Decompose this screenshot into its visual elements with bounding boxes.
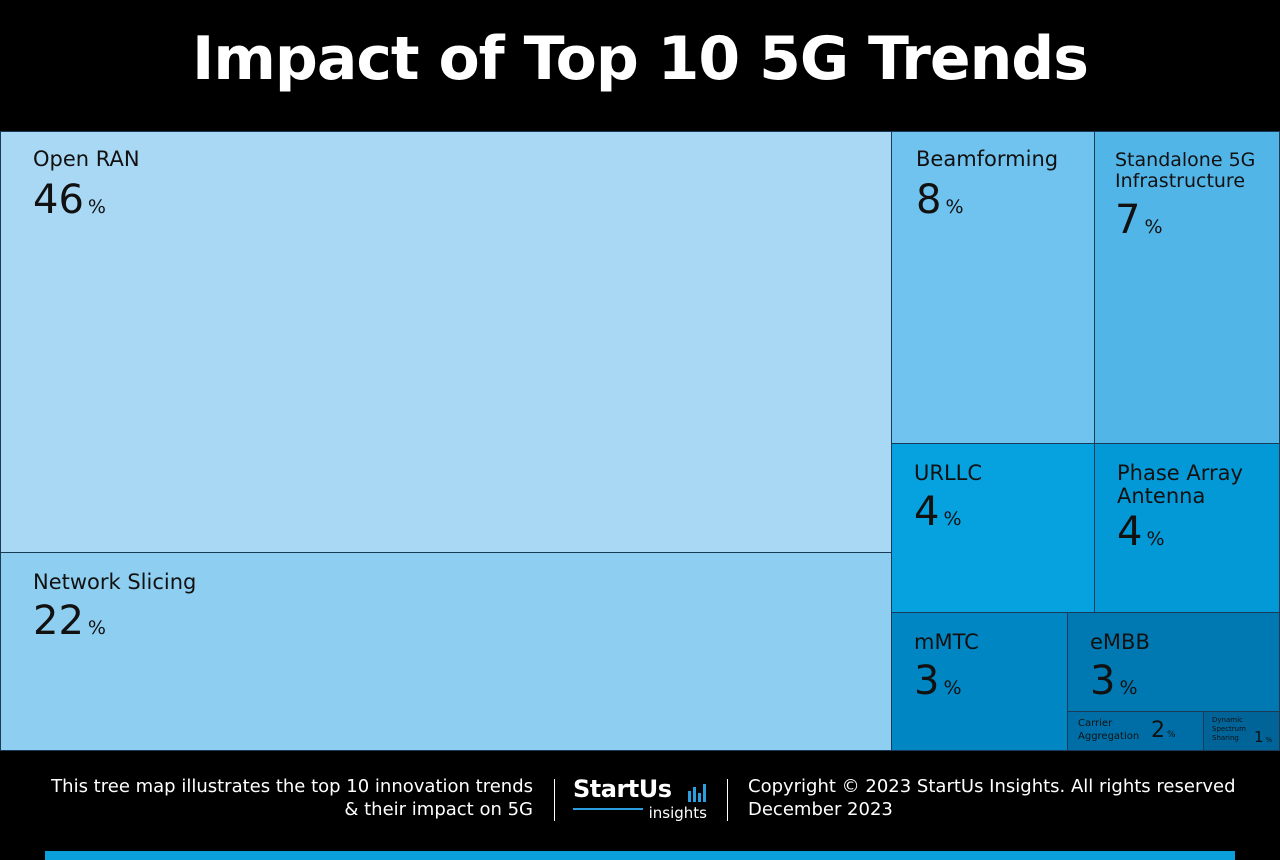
treemap-tile-phase-array-antenna: Phase Array Antenna 4%	[1094, 443, 1280, 613]
tile-value-number: 46	[33, 177, 84, 223]
footer-copyright-block: Copyright © 2023 StartUs Insights. All r…	[748, 775, 1268, 821]
date-text: December 2023	[748, 799, 893, 820]
tile-value: 46%	[33, 180, 106, 220]
tile-value: 1%	[1254, 729, 1272, 745]
tile-value-unit: %	[943, 508, 962, 530]
tile-label: mMTC	[914, 630, 979, 654]
tile-value: 4%	[914, 492, 962, 532]
tile-value: 2%	[1151, 720, 1176, 742]
tile-value: 7%	[1115, 200, 1163, 240]
tile-value-number: 22	[33, 598, 84, 644]
bar-chart-icon	[688, 784, 706, 802]
tile-value: 3%	[914, 661, 962, 701]
bottom-accent-bar	[45, 851, 1235, 860]
startus-insights-logo: StartUs insights	[573, 775, 713, 825]
treemap-tile-standalone-5g-infrastructure: Standalone 5G Infrastructure 7%	[1094, 131, 1280, 444]
treemap: Open RAN 46% Network Slicing 22% Beamforming…	[0, 131, 1280, 751]
footer-divider-left	[554, 779, 555, 821]
tile-value: 22%	[33, 601, 106, 641]
treemap-tile-beamforming: Beamforming 8%	[891, 131, 1095, 444]
tile-value-unit: %	[1146, 528, 1165, 550]
tile-label: Beamforming	[916, 147, 1059, 171]
tile-value: 4%	[1117, 512, 1165, 552]
tile-value-number: 1	[1254, 728, 1264, 746]
tile-label: Dynamic Spectrum Sharing	[1212, 716, 1246, 742]
tile-label: Open RAN	[33, 147, 140, 171]
tile-value-number: 3	[1090, 658, 1116, 704]
footer-description-line1: This tree map illustrates the top 10 inn…	[51, 776, 533, 797]
treemap-tile-network-slicing: Network Slicing 22%	[0, 552, 892, 751]
tile-value-number: 7	[1115, 197, 1141, 243]
logo-wordmark: StartUs	[573, 775, 672, 803]
footer: This tree map illustrates the top 10 inn…	[0, 751, 1280, 860]
tile-label: eMBB	[1090, 630, 1150, 654]
tile-label: Network Slicing	[33, 570, 197, 594]
treemap-tile-carrier-aggregation: Carrier Aggregation 2%	[1067, 711, 1204, 751]
treemap-tile-embb: eMBB 3%	[1067, 612, 1280, 712]
tile-value-unit: %	[943, 677, 962, 699]
tile-value-number: 3	[914, 658, 940, 704]
footer-description-line2: & their impact on 5G	[344, 799, 533, 820]
footer-description: This tree map illustrates the top 10 inn…	[13, 775, 533, 821]
tile-value-unit: %	[1167, 730, 1176, 740]
tile-value: 3%	[1090, 661, 1138, 701]
tile-value-unit: %	[1265, 736, 1273, 744]
copyright-text: Copyright © 2023 StartUs Insights. All r…	[748, 776, 1236, 797]
tile-value: 8%	[916, 180, 964, 220]
tile-value-number: 8	[916, 177, 942, 223]
logo-underline	[573, 808, 643, 810]
tile-value-unit: %	[87, 196, 106, 218]
tile-value-number: 4	[914, 489, 940, 535]
footer-divider-right	[727, 779, 728, 821]
treemap-tile-urllc: URLLC 4%	[891, 443, 1095, 613]
logo-subtitle: insights	[648, 804, 707, 822]
tile-label: URLLC	[914, 461, 983, 485]
tile-label: Phase Array Antenna	[1117, 461, 1243, 509]
treemap-tile-open-ran: Open RAN 46%	[0, 131, 892, 553]
tile-value-number: 2	[1151, 718, 1165, 743]
tile-value-unit: %	[1119, 677, 1138, 699]
treemap-tile-dynamic-spectrum-sharing: Dynamic Spectrum Sharing 1%	[1203, 711, 1280, 751]
tile-value-unit: %	[1144, 216, 1163, 238]
treemap-tile-mmtc: mMTC 3%	[891, 612, 1068, 751]
tile-label: Carrier Aggregation	[1078, 718, 1140, 742]
tile-value-number: 4	[1117, 509, 1143, 555]
tile-label: Standalone 5G Infrastructure	[1115, 149, 1256, 192]
tile-value-unit: %	[945, 196, 964, 218]
chart-title: Impact of Top 10 5G Trends	[192, 24, 1089, 94]
tile-value-unit: %	[87, 617, 106, 639]
